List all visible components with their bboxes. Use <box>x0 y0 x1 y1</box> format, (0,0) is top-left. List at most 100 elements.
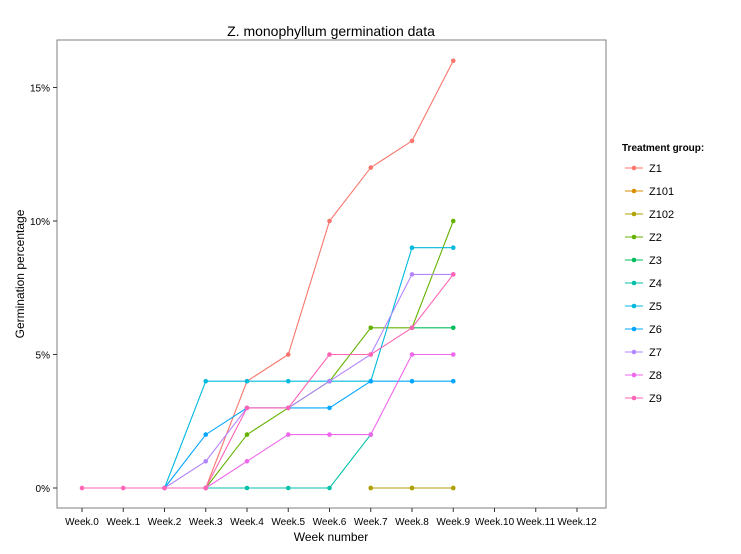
data-point <box>327 485 332 491</box>
data-point <box>327 405 332 411</box>
plot-panel <box>56 39 607 509</box>
legend-key-point <box>631 211 637 217</box>
legend-label: Z2 <box>649 232 662 244</box>
data-point <box>409 325 415 331</box>
data-point <box>120 485 126 491</box>
data-point <box>244 405 250 411</box>
data-point <box>285 405 291 411</box>
x-tick-label: Week.3 <box>189 517 223 528</box>
data-point <box>450 325 456 331</box>
legend-label: Z7 <box>649 347 662 359</box>
data-point <box>409 378 415 384</box>
data-point <box>368 485 374 491</box>
x-axis-label: Week number <box>294 530 368 544</box>
legend-key-point <box>631 349 637 355</box>
legend-key-point <box>631 280 637 286</box>
series-line <box>164 273 454 489</box>
legend-title: Treatment group: <box>622 143 704 154</box>
legend-key-point <box>631 234 637 240</box>
data-point <box>450 272 456 277</box>
data-point <box>162 485 167 491</box>
x-tick-label: Week.9 <box>436 517 470 528</box>
x-tick-label: Week.11 <box>516 517 555 528</box>
data-point <box>450 352 456 357</box>
series-line <box>164 380 454 489</box>
legend-label: Z6 <box>649 324 662 336</box>
legend-label: Z9 <box>649 393 662 405</box>
legend-item-z5: Z5 <box>625 301 662 313</box>
legend-item-z102: Z102 <box>625 209 674 221</box>
x-tick-label: Week.10 <box>475 517 515 528</box>
data-point <box>409 352 415 357</box>
legend-key-point <box>631 165 637 171</box>
series-z8 <box>203 352 456 491</box>
legend-item-z101: Z101 <box>625 186 674 198</box>
x-tick-label: Week.2 <box>148 517 182 528</box>
y-axis-label: Germination percentage <box>13 209 27 338</box>
data-point <box>285 485 291 491</box>
legend-key-point <box>631 326 637 332</box>
series-z9 <box>79 272 456 491</box>
legend-label: Z8 <box>649 370 662 382</box>
data-point <box>327 352 332 357</box>
data-point <box>368 352 374 357</box>
legend-item-z4: Z4 <box>625 278 662 290</box>
data-point <box>327 218 332 224</box>
data-point <box>450 218 456 224</box>
chart-title: Z. monophyllum germination data <box>227 23 435 39</box>
legend-item-z8: Z8 <box>625 370 662 382</box>
data-point <box>203 485 209 491</box>
y-tick-label: 15% <box>30 84 50 95</box>
series-line <box>82 274 454 489</box>
x-tick-label: Week.4 <box>230 517 264 528</box>
legend-label: Z102 <box>649 209 674 221</box>
x-tick-label: Week.0 <box>65 517 99 528</box>
legend-label: Z3 <box>649 255 662 267</box>
y-tick-label: 0% <box>36 484 51 495</box>
data-point <box>203 378 209 384</box>
x-tick-label: Week.1 <box>106 517 140 528</box>
legend-item-z6: Z6 <box>625 324 662 336</box>
legend-item-z7: Z7 <box>625 347 662 359</box>
legend-item-z1: Z1 <box>625 163 662 175</box>
data-point <box>203 459 209 464</box>
x-tick-label: Week.6 <box>313 517 347 528</box>
data-point <box>409 272 415 277</box>
series-z102 <box>368 485 456 491</box>
data-point <box>409 485 415 491</box>
data-point <box>203 432 209 437</box>
x-tick-label: Week.7 <box>354 517 388 528</box>
legend-item-z3: Z3 <box>625 255 662 267</box>
legend-item-z9: Z9 <box>625 393 662 405</box>
data-point <box>368 325 374 331</box>
data-point <box>450 58 456 64</box>
legend-label: Z1 <box>649 163 662 175</box>
data-point <box>409 138 415 144</box>
x-tick-label: Week.5 <box>271 517 305 528</box>
legend-key-point <box>631 395 637 401</box>
legend-item-z2: Z2 <box>625 232 662 244</box>
legend-key-point <box>631 257 637 263</box>
legend-key-point <box>631 303 637 309</box>
data-point <box>450 485 456 491</box>
data-point <box>327 432 332 437</box>
legend-label: Z4 <box>649 278 662 290</box>
legend-label: Z101 <box>649 186 674 198</box>
x-tick-label: Week.12 <box>557 517 597 528</box>
data-point <box>285 432 291 437</box>
data-point <box>244 432 250 437</box>
data-point <box>409 245 415 250</box>
data-point <box>327 378 332 384</box>
data-point <box>79 485 85 491</box>
data-point <box>285 378 291 384</box>
data-point <box>450 378 456 384</box>
data-point <box>285 352 291 357</box>
legend-key-point <box>631 372 637 378</box>
legend-key-point <box>631 188 637 194</box>
data-point <box>244 459 250 464</box>
legend-label: Z5 <box>649 301 662 313</box>
x-tick-label: Week.8 <box>395 517 429 528</box>
data-point <box>368 165 374 170</box>
data-point <box>368 378 374 384</box>
